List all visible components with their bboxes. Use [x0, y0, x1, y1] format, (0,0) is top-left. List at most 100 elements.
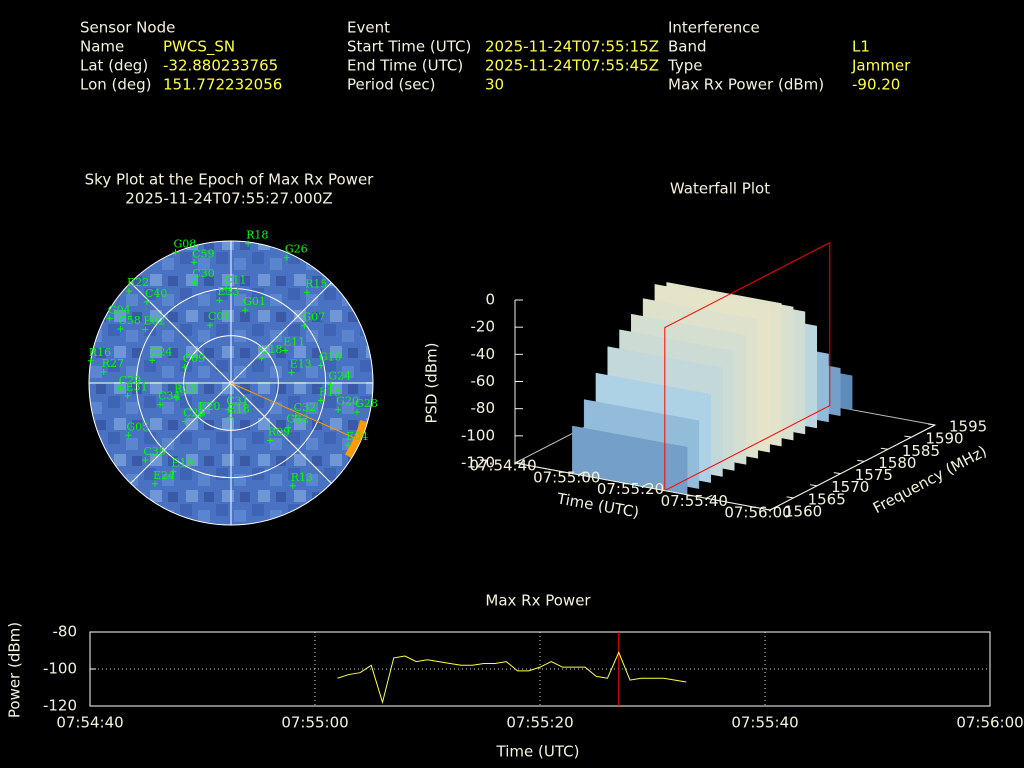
satellite-marker [157, 401, 164, 408]
z-tick-label: -40 [471, 345, 496, 363]
field-value: 30 [485, 76, 504, 94]
z-tick-label: 0 [485, 291, 495, 309]
field-label: Name [80, 38, 124, 56]
satellite-label: C11 [224, 273, 246, 286]
satellite-marker [206, 322, 213, 329]
field-value: -32.880233765 [163, 57, 278, 75]
satellite-label: C59 [192, 247, 214, 260]
satellite-marker [173, 394, 180, 401]
y-tick-label: -100 [43, 660, 77, 678]
satellite-marker [354, 409, 361, 416]
x-tick-label: 07:55:20 [506, 714, 573, 732]
satellite-label: C24 [150, 345, 172, 358]
satellite-label: G05 [126, 420, 149, 433]
field-label: Type [667, 57, 702, 75]
field-value: 151.772232056 [163, 76, 282, 94]
satellite-marker [117, 326, 124, 333]
satellite-label: E20 [198, 400, 220, 413]
satellite-label: E11 [283, 335, 305, 348]
satellite-marker [282, 347, 289, 354]
satellite-label: C35 [143, 445, 165, 458]
satellite-marker [142, 326, 149, 333]
satellite-marker [266, 437, 273, 444]
field-label: Lon (deg) [80, 76, 152, 94]
azimuth-spoke [230, 382, 332, 484]
power-line [337, 651, 687, 705]
satellite-marker [216, 297, 223, 304]
x-tick-label: 07:55:40 [661, 492, 728, 510]
satellite-marker [258, 355, 265, 362]
x-tick [642, 483, 649, 487]
satellite-marker [283, 254, 290, 261]
satellite-label: E33 [217, 285, 239, 298]
satellite-marker [345, 442, 352, 449]
x-tick-label: 07:56:00 [956, 714, 1023, 732]
y-tick-label: 1595 [949, 418, 987, 436]
satellite-marker [327, 381, 334, 388]
y-axis-label: Power (dBm) [6, 622, 24, 718]
satellite-label: G32 [286, 413, 309, 426]
satellite-marker [152, 480, 159, 487]
satellite-label: G10 [319, 351, 342, 364]
y-tick-label: 1560 [784, 503, 822, 521]
satellite-label: C31 [226, 395, 248, 408]
satellite-marker [191, 259, 198, 266]
satellite-label: R15 [305, 277, 327, 290]
chart-title: Waterfall Plot [670, 180, 770, 198]
satellite-marker [106, 315, 113, 322]
satellite-label: E24 [153, 469, 175, 482]
z-axis-label: PSD (dBm) [423, 342, 441, 423]
epoch-plane [664, 241, 831, 492]
satellite-label: E15 [319, 385, 341, 398]
z-tick-label: -60 [471, 372, 496, 390]
satellite-label: E13 [290, 357, 312, 370]
azimuth-spoke [230, 282, 332, 384]
satellite-label: E18 [228, 403, 250, 416]
satellite-label: R16 [89, 346, 111, 359]
satellite-label: R22 [127, 276, 149, 289]
x-tick-label: 07:55:00 [533, 468, 600, 486]
satellite-marker [125, 432, 132, 439]
satellite-marker [225, 406, 232, 413]
satellite-label: E04 [346, 430, 368, 443]
field-label: Lat (deg) [80, 57, 148, 75]
satellite-marker [285, 424, 292, 431]
satellite-label: G01 [243, 295, 266, 308]
satellite-label: G08 [174, 237, 197, 250]
satellite-label: R18 [246, 229, 268, 242]
satellite-marker [304, 289, 311, 296]
field-label: Band [668, 38, 707, 56]
field-value: PWCS_SN [163, 38, 235, 57]
x-tick-label: 07:55:40 [731, 714, 798, 732]
satellite-marker [142, 457, 149, 464]
satellite-label: C32 [294, 401, 316, 414]
x-tick-label: 07:56:00 [724, 504, 791, 522]
satellite-label: R23 [174, 383, 196, 396]
z-tick-label: -20 [471, 318, 496, 336]
satellite-marker [317, 362, 324, 369]
y-tick [927, 423, 936, 426]
y-tick-label: 1570 [831, 478, 869, 496]
z-tick-label: -120 [461, 454, 495, 472]
jammer-arc [345, 419, 368, 458]
satellite-label: R13 [291, 471, 313, 484]
chart-title: Max Rx Power [485, 592, 591, 610]
field-label: End Time (UTC) [347, 57, 463, 75]
satellite-marker [181, 364, 188, 371]
section-title: Interference [668, 19, 760, 37]
chart-title: Sky Plot at the Epoch of Max Rx Power [85, 171, 375, 189]
x-tick [578, 471, 585, 476]
plot-frame [89, 631, 991, 707]
satellite-label: G20 [336, 395, 359, 408]
satellite-marker [100, 368, 107, 375]
satellite-marker [292, 412, 299, 419]
satellite-marker [87, 357, 94, 364]
satellite-marker [144, 298, 151, 305]
satellite-label: G18 [260, 343, 283, 356]
y-tick-label: 1575 [855, 466, 893, 484]
x-tick-label: 07:55:00 [281, 714, 348, 732]
satellite-marker [245, 240, 252, 247]
field-value: -90.20 [852, 76, 900, 94]
y-tick [762, 508, 771, 511]
